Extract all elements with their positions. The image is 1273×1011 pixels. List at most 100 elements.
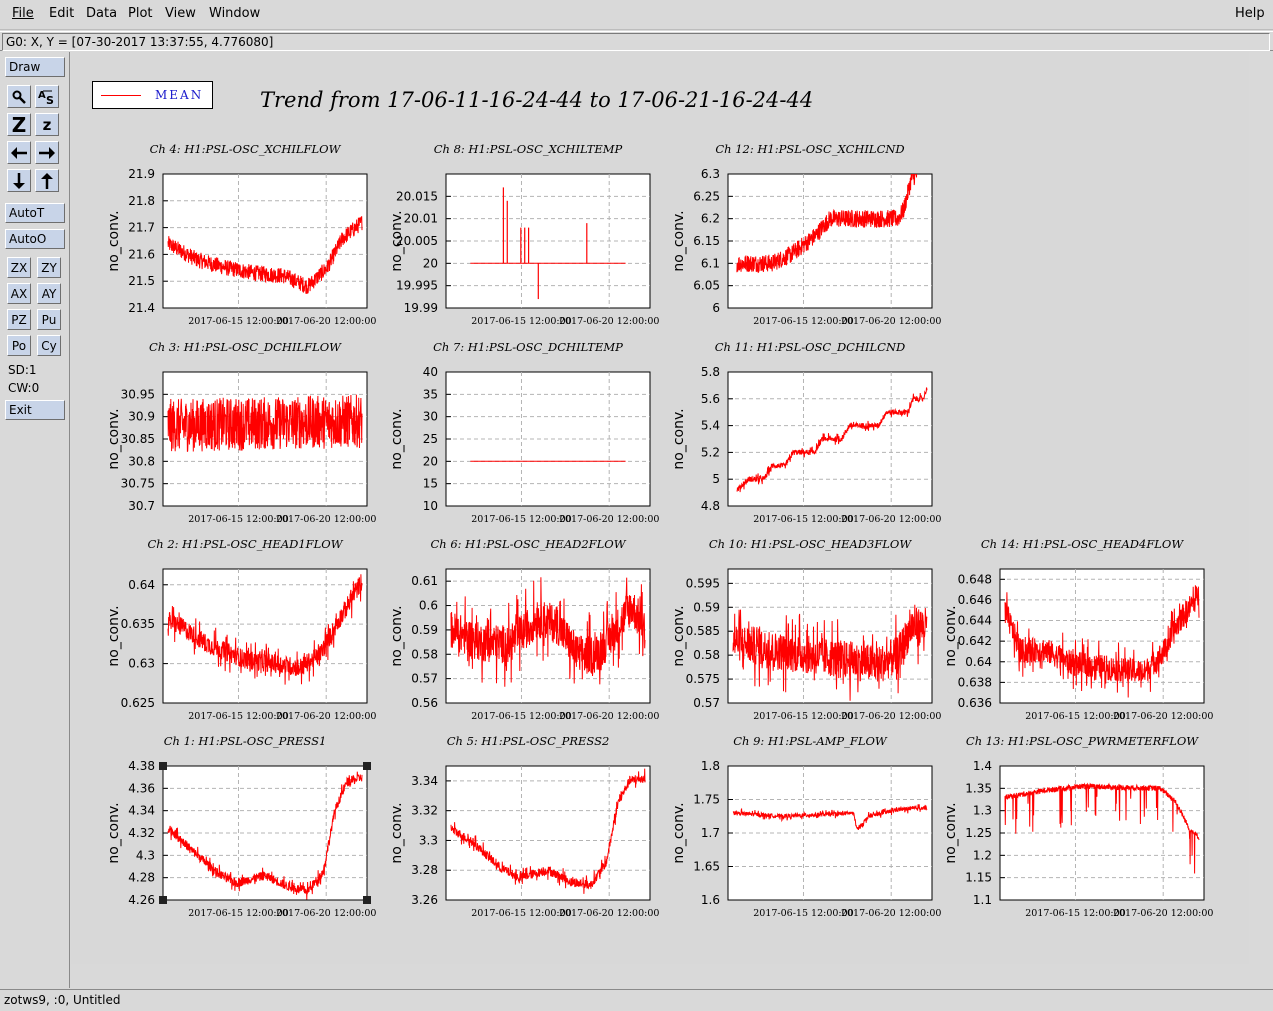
chart-panel-12[interactable]: 3.34 3.32 3.3 3.28 3.26 2017-06-15 12:00:0020… <box>389 734 659 919</box>
menu-plot[interactable]: Plot <box>128 6 153 21</box>
ay-button[interactable]: AY <box>37 283 61 304</box>
y-tick-label: 0.59 <box>693 600 720 614</box>
y-tick-label: 30.9 <box>128 410 155 424</box>
chart-title: Ch 3: H1:PSL-OSC_DCHILFLOW <box>149 340 342 354</box>
series-trace <box>736 387 928 493</box>
y-tick-label: 21.8 <box>128 194 155 208</box>
exit-button[interactable]: Exit <box>5 400 65 420</box>
x-tick-label: 2017-06-20 12:00:00 <box>841 908 941 919</box>
pan-right-button[interactable] <box>35 141 59 164</box>
menu-edit[interactable]: Edit <box>49 6 74 21</box>
chart-panel-4[interactable]: 30.95 30.9 30.85 30.8 30.75 30.7 2017-06-15 12… <box>106 340 376 525</box>
menu-file-label: File <box>12 6 34 21</box>
x-tick-label: 2017-06-20 12:00:00 <box>276 514 376 525</box>
selection-handle[interactable] <box>159 896 167 904</box>
y-tick-label: 0.575 <box>686 672 720 686</box>
pz-button[interactable]: PZ <box>7 309 31 330</box>
y-tick-label: 0.58 <box>693 648 720 662</box>
ax-button[interactable]: AX <box>7 283 31 304</box>
zoom-out-button[interactable]: z <box>35 113 59 136</box>
menu-view[interactable]: View <box>165 6 196 21</box>
chart-title: Ch 10: H1:PSL-OSC_HEAD3FLOW <box>709 537 913 551</box>
series-trace <box>167 216 363 294</box>
menu-bar: File Edit Data Plot View Window Help <box>0 0 1273 30</box>
zx-button[interactable]: ZX <box>7 257 31 278</box>
series-line <box>450 768 646 894</box>
chart-panel-1[interactable]: 21.9 21.8 21.7 21.6 21.5 21.4 2017-06-15 12:00… <box>106 142 376 327</box>
chart-panel-11[interactable]: 4.38 4.36 4.34 4.32 4.3 4.28 4.26 2017-06-15 12… <box>106 734 376 919</box>
arrow-left-icon <box>11 146 27 159</box>
y-tick-label: 35 <box>423 387 438 401</box>
chart-panel-10[interactable]: 0.648 0.646 0.644 0.642 0.64 0.638 0.636 2017-0… <box>943 537 1213 722</box>
y-tick-label: 21.7 <box>128 221 155 235</box>
magnifier-button[interactable] <box>7 85 31 108</box>
y-tick-label: 0.63 <box>128 657 155 671</box>
selection-handle[interactable] <box>363 896 371 904</box>
y-tick-label: 0.644 <box>958 614 992 628</box>
chart-panel-7[interactable]: 0.64 0.635 0.63 0.625 2017-06-15 12:00:00201… <box>106 537 376 722</box>
x-tick-label: 2017-06-15 12:00:00 <box>1025 908 1125 919</box>
pan-up-button[interactable] <box>35 169 59 192</box>
chart-title: Ch 13: H1:PSL-OSC_PWRMETERFLOW <box>966 734 1199 748</box>
po-button[interactable]: Po <box>7 335 31 356</box>
menu-window[interactable]: Window <box>209 6 260 21</box>
zoom-in-button[interactable]: Z <box>7 113 31 137</box>
y-tick-label: 30.8 <box>128 454 155 468</box>
y-tick-label: 19.995 <box>396 279 438 293</box>
zx-button-label: ZX <box>10 260 28 275</box>
zoom-out-icon: z <box>42 115 52 134</box>
y-tick-label: 30.7 <box>128 499 155 513</box>
pan-left-button[interactable] <box>7 141 31 164</box>
arrow-up-icon <box>41 172 53 189</box>
y-tick-label: 6.2 <box>701 212 720 226</box>
selection-handle[interactable] <box>363 762 371 770</box>
menu-file[interactable]: File <box>12 6 34 21</box>
chart-panel-3[interactable]: 6.3 6.25 6.2 6.15 6.1 6.05 6 2017-06-15 12:00:0… <box>671 142 941 327</box>
y-tick-label: 1.65 <box>693 860 720 874</box>
y-tick-label: 0.6 <box>419 599 438 613</box>
chart-panel-2[interactable]: 20.015 20.01 20.005 20 19.995 19.99 2017-06-15… <box>389 142 659 327</box>
legend: MEAN <box>92 81 213 109</box>
y-tick-label: 15 <box>423 477 438 491</box>
chart-panel-5[interactable]: 40 35 30 25 20 15 10 2017-06-15 12:00:002017-06… <box>389 340 659 525</box>
selection-handle[interactable] <box>159 762 167 770</box>
y-tick-label: 1.25 <box>965 826 992 840</box>
draw-button[interactable]: Draw <box>5 57 65 77</box>
y-tick-label: 20 <box>423 454 438 468</box>
y-axis-label: no_conv. <box>106 408 122 469</box>
y-tick-label: 6.25 <box>693 189 720 203</box>
autoo-button[interactable]: AutoO <box>5 229 65 249</box>
series-trace <box>1004 782 1200 874</box>
y-tick-label: 0.64 <box>965 655 992 669</box>
chart-panel-14[interactable]: 1.4 1.35 1.3 1.25 1.2 1.15 1.1 2017-06-15 12:00… <box>943 734 1213 919</box>
menu-data[interactable]: Data <box>86 6 117 21</box>
pu-button[interactable]: Pu <box>37 309 61 330</box>
draw-button-label: Draw <box>9 60 41 74</box>
po-button-label: Po <box>11 338 27 353</box>
chart-panel-9[interactable]: 0.595 0.59 0.585 0.58 0.575 0.57 2017-06-15 12… <box>671 537 941 722</box>
series-line <box>167 394 363 452</box>
chart-title: Ch 5: H1:PSL-OSC_PRESS2 <box>447 734 610 748</box>
y-axis-label: no_conv. <box>671 210 687 271</box>
menu-view-label: View <box>165 6 196 21</box>
chart-panel-8[interactable]: 0.61 0.6 0.59 0.58 0.57 0.56 2017-06-15 12:00:… <box>389 537 659 722</box>
chart-panel-6[interactable]: 5.8 5.6 5.4 5.2 5 4.8 2017-06-15 12:00:002017-… <box>671 340 941 525</box>
menu-window-label: Window <box>209 6 261 21</box>
page-title: Trend from 17-06-11-16-24-44 to 17-06-21… <box>260 88 814 112</box>
y-tick-label: 5.8 <box>701 365 720 379</box>
pan-down-button[interactable] <box>7 169 31 192</box>
zy-button[interactable]: ZY <box>37 257 61 278</box>
cy-button[interactable]: Cy <box>37 335 61 356</box>
y-tick-label: 3.3 <box>419 833 438 847</box>
coordinate-readout-field[interactable] <box>2 33 1270 51</box>
y-tick-label: 0.625 <box>121 696 155 710</box>
chart-title: Ch 6: H1:PSL-OSC_HEAD2FLOW <box>430 537 626 551</box>
y-tick-label: 0.56 <box>411 696 438 710</box>
chart-panel-13[interactable]: 1.8 1.75 1.7 1.65 1.6 2017-06-15 12:00:002017… <box>671 734 941 919</box>
y-tick-label: 20.01 <box>404 212 438 226</box>
x-tick-label: 2017-06-15 12:00:00 <box>753 514 853 525</box>
autot-button[interactable]: AutoT <box>5 203 65 223</box>
menu-help[interactable]: Help <box>1235 6 1265 21</box>
